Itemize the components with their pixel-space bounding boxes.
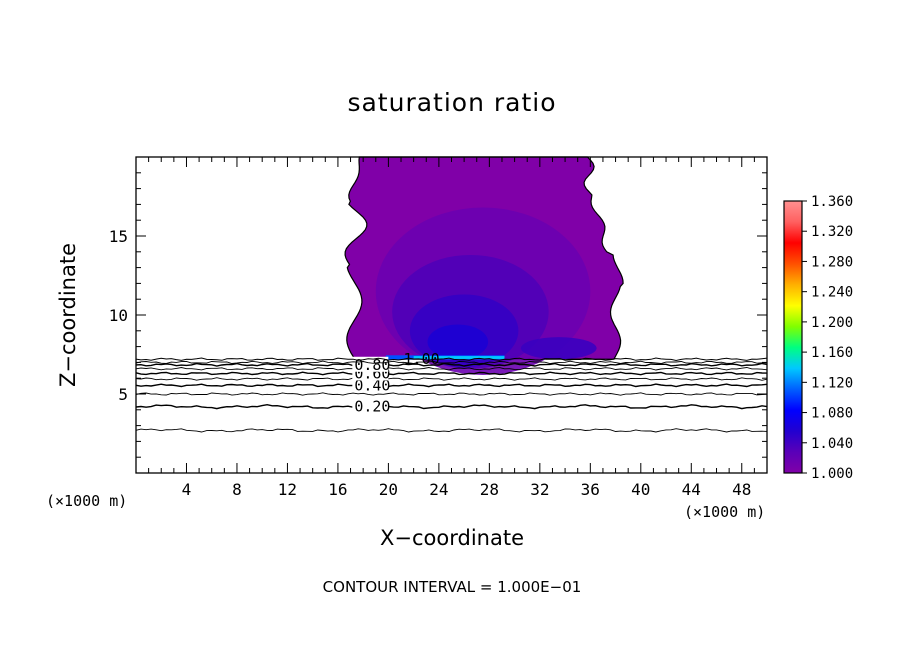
x-tick-label: 20 [379, 480, 398, 499]
z-unit-label: (×1000 m) [46, 492, 128, 510]
peak-saturation-band [413, 356, 505, 359]
contour-label-bg [352, 356, 389, 372]
colorbar-label: 1.320 [811, 224, 853, 240]
y-tick-label: 10 [109, 306, 128, 325]
y-tick-label: 15 [109, 227, 128, 246]
x-axis-label: X−coordinate [380, 526, 524, 550]
contour-label: 0.80 [354, 356, 390, 374]
x-tick-label: 28 [480, 480, 499, 499]
contour-line-0-30 [135, 392, 768, 396]
y-axis-label: Z−coordinate [56, 243, 80, 387]
contour-line-0-40 [135, 383, 768, 388]
x-tick-label: 24 [429, 480, 448, 499]
chart-title: saturation ratio [347, 88, 557, 117]
colorbar-label: 1.280 [811, 254, 853, 270]
x-tick-label: 16 [328, 480, 347, 499]
x-tick-label: 4 [182, 480, 192, 499]
x-tick-label: 8 [232, 480, 242, 499]
x-tick-label: 48 [732, 480, 751, 499]
y-tick-label: 5 [118, 385, 128, 404]
x-tick-label: 32 [530, 480, 549, 499]
contour-line-0-90 [135, 360, 768, 365]
contour-label: 0.20 [354, 398, 390, 416]
x-tick-label: 12 [278, 480, 297, 499]
x-tick-label: 36 [581, 480, 600, 499]
contour-line-1-00 [135, 357, 768, 362]
contour-interval-note: CONTOUR INTERVAL = 1.000E−01 [322, 578, 582, 596]
contour-line-0-60 [135, 371, 768, 376]
contour-line-0-50 [135, 377, 768, 381]
colorbar-label: 1.080 [811, 406, 853, 422]
contour-label: 1.00 [404, 350, 440, 368]
x-tick-label: 44 [682, 480, 701, 499]
contour-label-bg [352, 398, 389, 414]
colorbar-label: 1.200 [811, 315, 853, 331]
colorbar-label: 1.120 [811, 375, 853, 391]
contour-line-0-20 [135, 403, 768, 410]
contour-line-0-10 [135, 428, 768, 433]
x-tick-label: 40 [631, 480, 650, 499]
colorbar-label: 1.360 [811, 194, 853, 210]
colorbar-label: 1.240 [811, 285, 853, 301]
contour-line-0-80 [135, 362, 768, 367]
plume-core-east [520, 337, 597, 360]
contour-label: 0.40 [354, 376, 390, 394]
x-unit-label: (×1000 m) [684, 503, 766, 521]
contour-line-0-70 [135, 367, 768, 371]
colorbar [783, 200, 803, 474]
contour-label-bg [352, 377, 389, 393]
colorbar-label: 1.000 [811, 466, 853, 482]
colorbar-label: 1.040 [811, 436, 853, 452]
colorbar-label: 1.160 [811, 345, 853, 361]
plume-core-center [427, 324, 489, 360]
